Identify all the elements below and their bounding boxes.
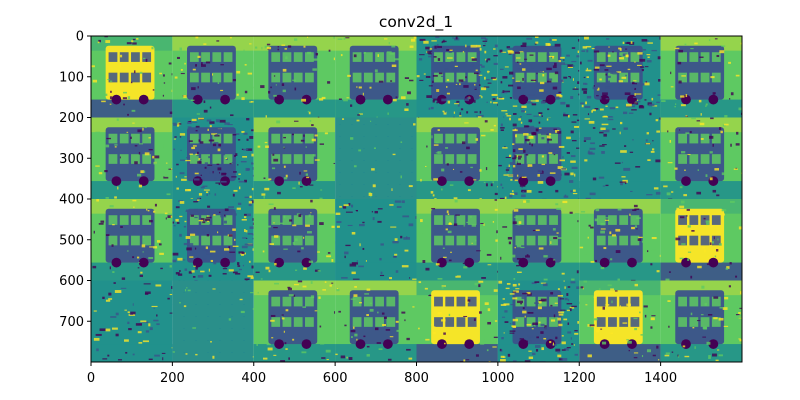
feature-map-tile	[416, 199, 498, 281]
x-tick-label: 1000	[481, 371, 514, 386]
feature-map-tile	[579, 117, 661, 199]
y-tick-label: 400	[59, 193, 84, 208]
y-tick-label: 200	[59, 111, 84, 126]
feature-map-tile	[91, 199, 173, 281]
x-tick-label: 1400	[644, 371, 677, 386]
feature-map-tile	[335, 36, 417, 118]
y-tick-label: 300	[59, 152, 84, 167]
feature-map-tile	[497, 280, 580, 362]
feature-map-tile	[416, 280, 498, 362]
feature-map-tile	[579, 36, 661, 118]
y-tick-label: 100	[59, 70, 84, 85]
y-tick-label: 500	[59, 233, 84, 248]
y-tick-label: 600	[59, 274, 84, 289]
feature-map-tile	[497, 117, 580, 199]
y-axis-ticks: 0 100 200 300 400 500 600 700	[59, 30, 91, 330]
feature-map-tile	[253, 36, 336, 118]
feature-map-tile	[335, 199, 417, 281]
feature-map-tile	[172, 280, 254, 362]
feature-map-tile	[660, 117, 742, 199]
feature-map-tile	[660, 280, 742, 362]
feature-map-tile	[253, 117, 336, 199]
feature-map-tile	[253, 199, 336, 281]
x-tick-label: 600	[323, 371, 348, 386]
feature-map-tile	[335, 280, 417, 362]
x-tick-label: 1200	[563, 371, 596, 386]
plot-area	[90, 35, 743, 363]
feature-map-tile	[416, 117, 498, 199]
feature-map-tile	[579, 280, 661, 362]
x-tick-label: 400	[241, 371, 266, 386]
feature-map-tile	[660, 36, 742, 118]
x-axis-ticks: 0 200 400 600 800 1000 1200 1400	[87, 362, 677, 386]
feature-map-tile	[91, 117, 173, 199]
feature-map-tile	[660, 199, 742, 281]
feature-map-tile	[497, 36, 580, 118]
feature-map-tile	[172, 36, 254, 118]
feature-map-tile	[91, 280, 173, 362]
chart-title: conv2d_1	[379, 13, 453, 32]
y-tick-label: 0	[76, 30, 84, 45]
feature-map-tiles	[91, 36, 742, 362]
feature-map-tile	[497, 199, 580, 281]
feature-map-tile	[579, 199, 661, 281]
feature-map-tile	[172, 199, 254, 281]
feature-map-tile	[335, 117, 417, 199]
feature-map-tile	[172, 117, 254, 199]
y-tick-label: 700	[59, 315, 84, 330]
x-tick-label: 800	[404, 371, 429, 386]
feature-map-tile	[91, 36, 173, 118]
x-tick-label: 200	[160, 371, 185, 386]
feature-map-tile	[416, 36, 498, 118]
x-tick-label: 0	[87, 371, 95, 386]
feature-map-tile	[253, 280, 336, 362]
